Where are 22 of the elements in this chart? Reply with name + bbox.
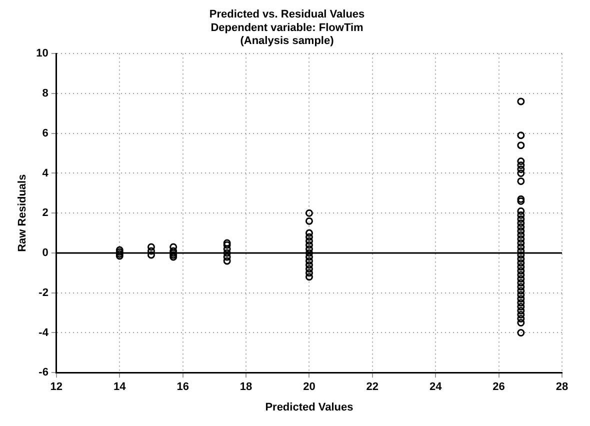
- x-tick-label: 26: [492, 381, 505, 394]
- x-tick-label: 12: [50, 381, 63, 394]
- y-tick-label: 8: [42, 88, 48, 100]
- y-tick-label: -2: [38, 286, 48, 299]
- x-tick-label: 24: [429, 381, 443, 394]
- y-tick-label: 2: [42, 207, 48, 220]
- y-tick-label: 10: [36, 48, 48, 60]
- y-tick-label: 6: [42, 127, 48, 140]
- x-axis-title: Predicted Values: [265, 401, 354, 414]
- x-tick-label: 14: [114, 381, 127, 394]
- x-tick-label: 18: [240, 381, 252, 394]
- y-tick-label: 0: [42, 247, 48, 260]
- x-tick-label: 16: [176, 381, 189, 394]
- chart-subtitle: Dependent variable: FlowTim (Analysis sample): [210, 22, 364, 48]
- y-tick-label: 4: [42, 167, 50, 180]
- x-tick-label: 20: [303, 381, 316, 394]
- y-tick-label: -4: [38, 326, 50, 339]
- chart-title: Predicted vs. Residual Values: [209, 8, 365, 21]
- y-tick-label: -6: [38, 366, 48, 379]
- x-tick-label: 22: [366, 381, 379, 394]
- x-tick-label: 28: [556, 381, 568, 394]
- y-axis-title: Raw Residuals: [16, 174, 29, 252]
